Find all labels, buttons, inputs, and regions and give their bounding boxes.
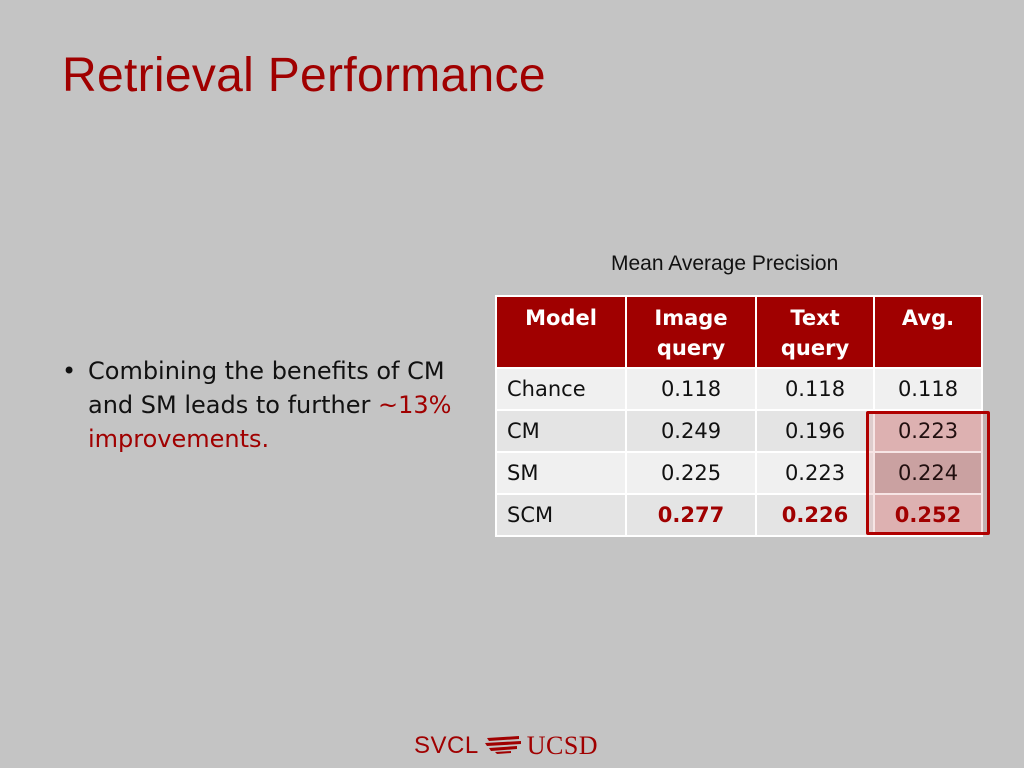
- table-row: SM 0.225 0.223 0.224: [495, 451, 983, 495]
- footer-logo: SVCL UCSD: [414, 730, 598, 762]
- table-caption: Mean Average Precision: [611, 252, 839, 275]
- table-header-row: Model Image query Text query Avg.: [495, 295, 983, 369]
- bullet-point: • Combining the benefits of CM and SM le…: [62, 354, 462, 456]
- cell-image-query: 0.118: [625, 367, 757, 411]
- cell-text-query: 0.223: [755, 451, 875, 495]
- cell-image-query: 0.277: [625, 493, 757, 537]
- bullet-symbol: •: [62, 357, 77, 385]
- cell-image-query: 0.225: [625, 451, 757, 495]
- ucsd-logo-icon: [483, 732, 523, 761]
- cell-avg: 0.223: [873, 409, 983, 453]
- cell-text-query: 0.196: [755, 409, 875, 453]
- cell-avg: 0.252: [873, 493, 983, 537]
- header-image-query: Image query: [625, 295, 757, 369]
- table-row: CM 0.249 0.196 0.223: [495, 409, 983, 453]
- results-table: Model Image query Text query Avg. Chance…: [495, 295, 983, 537]
- header-avg: Avg.: [873, 295, 983, 369]
- bullet-body: Combining the benefits of CM and SM lead…: [88, 357, 445, 419]
- cell-image-query: 0.249: [625, 409, 757, 453]
- cell-model: SCM: [495, 493, 627, 537]
- footer-svcl: SVCL: [414, 732, 479, 759]
- cell-text-query: 0.226: [755, 493, 875, 537]
- cell-model: Chance: [495, 367, 627, 411]
- header-text-query: Text query: [755, 295, 875, 369]
- bullet-text: Combining the benefits of CM and SM lead…: [88, 354, 462, 456]
- table-row: SCM 0.277 0.226 0.252: [495, 493, 983, 537]
- cell-model: CM: [495, 409, 627, 453]
- cell-avg: 0.224: [873, 451, 983, 495]
- cell-text-query: 0.118: [755, 367, 875, 411]
- slide-title: Retrieval Performance: [62, 49, 546, 102]
- footer-ucsd: UCSD: [526, 731, 599, 760]
- table-row: Chance 0.118 0.118 0.118: [495, 367, 983, 411]
- header-model: Model: [495, 295, 627, 369]
- cell-model: SM: [495, 451, 627, 495]
- cell-avg: 0.118: [873, 367, 983, 411]
- bullet-highlight: ~13% improvements.: [88, 391, 452, 453]
